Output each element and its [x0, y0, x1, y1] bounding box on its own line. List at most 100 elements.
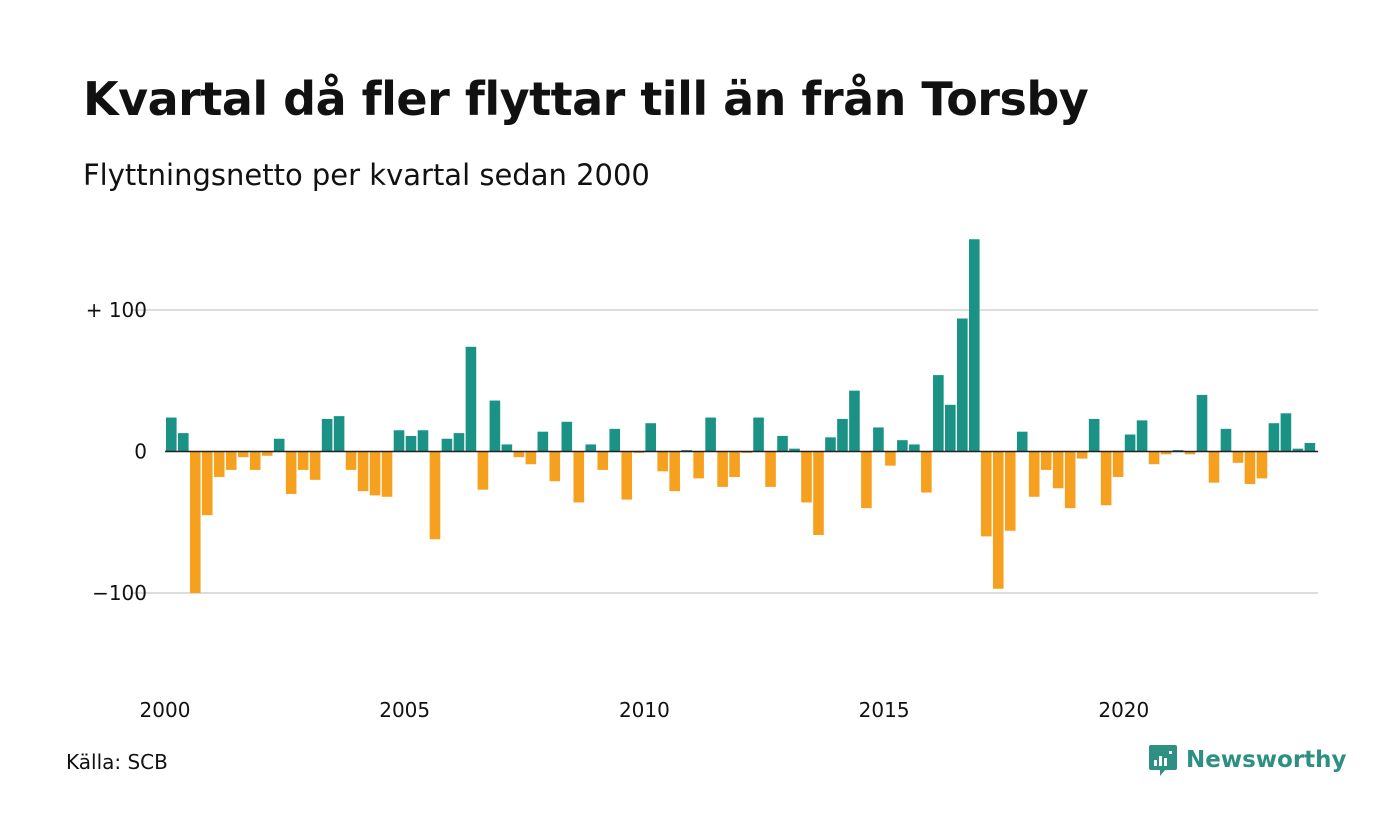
y-tick-label: 0 — [134, 440, 147, 464]
bar — [477, 451, 489, 490]
bar — [285, 451, 297, 494]
bar — [585, 444, 597, 452]
bar — [201, 451, 213, 516]
bar — [1076, 451, 1088, 459]
bar — [1040, 451, 1052, 470]
y-tick-label: −100 — [92, 581, 147, 605]
x-tick-label: 2005 — [379, 698, 430, 722]
grid-layer — [132, 309, 1318, 594]
bar — [1184, 451, 1196, 455]
bar — [166, 417, 177, 452]
bar — [1100, 451, 1112, 506]
bar — [561, 421, 573, 452]
bar — [597, 451, 609, 470]
bar — [1136, 420, 1148, 452]
bar — [621, 451, 633, 500]
bar — [525, 451, 537, 465]
x-tick-label: 2010 — [619, 698, 670, 722]
bar — [489, 400, 501, 452]
bar-layer — [166, 239, 1316, 593]
bar — [297, 451, 309, 470]
bar — [1088, 418, 1100, 452]
bar — [813, 451, 824, 535]
bar — [1244, 451, 1256, 485]
bar — [1280, 413, 1292, 452]
bar — [273, 438, 285, 452]
bar — [1232, 451, 1244, 463]
bar — [501, 444, 513, 452]
source-note: Källa: SCB — [66, 750, 168, 774]
bar — [1124, 434, 1136, 452]
bar — [693, 451, 704, 479]
bar — [729, 451, 740, 477]
bar — [969, 239, 980, 452]
bar — [429, 451, 441, 540]
bar — [1160, 451, 1172, 455]
bar — [237, 451, 249, 458]
bar — [873, 427, 884, 452]
bar — [537, 431, 549, 452]
bar — [1016, 431, 1028, 452]
bar — [177, 433, 189, 452]
bar — [849, 390, 860, 452]
bar — [717, 451, 728, 487]
bar — [309, 451, 321, 480]
bar — [225, 451, 237, 470]
bar — [573, 451, 585, 503]
bar — [957, 318, 968, 452]
bar — [705, 417, 716, 452]
bar — [909, 444, 920, 452]
bar — [933, 375, 944, 452]
bar — [1004, 451, 1016, 531]
x-tick-label: 2000 — [140, 698, 191, 722]
x-tick-label: 2020 — [1098, 698, 1149, 722]
bar — [777, 435, 788, 452]
bar — [189, 451, 201, 593]
bar — [369, 451, 381, 496]
bar — [1208, 451, 1220, 483]
chart-title: Kvartal då fler flyttar till än från Tor… — [83, 72, 1089, 126]
x-tick-label: 2015 — [859, 698, 910, 722]
bar — [825, 437, 836, 452]
bar — [465, 346, 477, 452]
bar — [261, 451, 273, 456]
bar — [801, 451, 812, 503]
bar — [1196, 394, 1208, 452]
bar — [393, 430, 405, 452]
bar — [381, 451, 393, 497]
bar — [1148, 451, 1160, 465]
bar — [789, 448, 800, 452]
bar — [405, 435, 417, 452]
bar — [1112, 451, 1124, 477]
y-tick-label: + 100 — [86, 298, 147, 322]
bar — [897, 440, 908, 452]
bar — [249, 451, 261, 470]
bar — [417, 430, 429, 452]
bar — [333, 416, 345, 452]
bar — [1220, 428, 1232, 452]
bar — [1028, 451, 1040, 497]
bar — [1256, 451, 1268, 479]
bar — [980, 451, 992, 537]
bar — [1268, 423, 1280, 452]
bar — [765, 451, 776, 487]
bar — [945, 404, 956, 452]
bar — [609, 428, 621, 452]
bar — [657, 451, 668, 472]
bar — [213, 451, 225, 477]
bar — [321, 418, 333, 452]
bar — [1052, 451, 1064, 489]
brand-logo[interactable]: Newsworthy — [1148, 743, 1347, 777]
brand-name: Newsworthy — [1186, 747, 1347, 773]
chart-subtitle: Flyttningsnetto per kvartal sedan 2000 — [83, 158, 650, 192]
bar — [1304, 443, 1316, 452]
bar — [1292, 448, 1304, 452]
bar — [441, 438, 453, 452]
bar — [357, 451, 369, 492]
newsworthy-logo-icon — [1149, 745, 1177, 776]
bar — [861, 451, 872, 509]
bar — [921, 451, 932, 493]
axis-layer: + 100 0 −100 2000 2005 2010 2015 2020 — [86, 298, 1318, 722]
bar — [885, 451, 896, 466]
